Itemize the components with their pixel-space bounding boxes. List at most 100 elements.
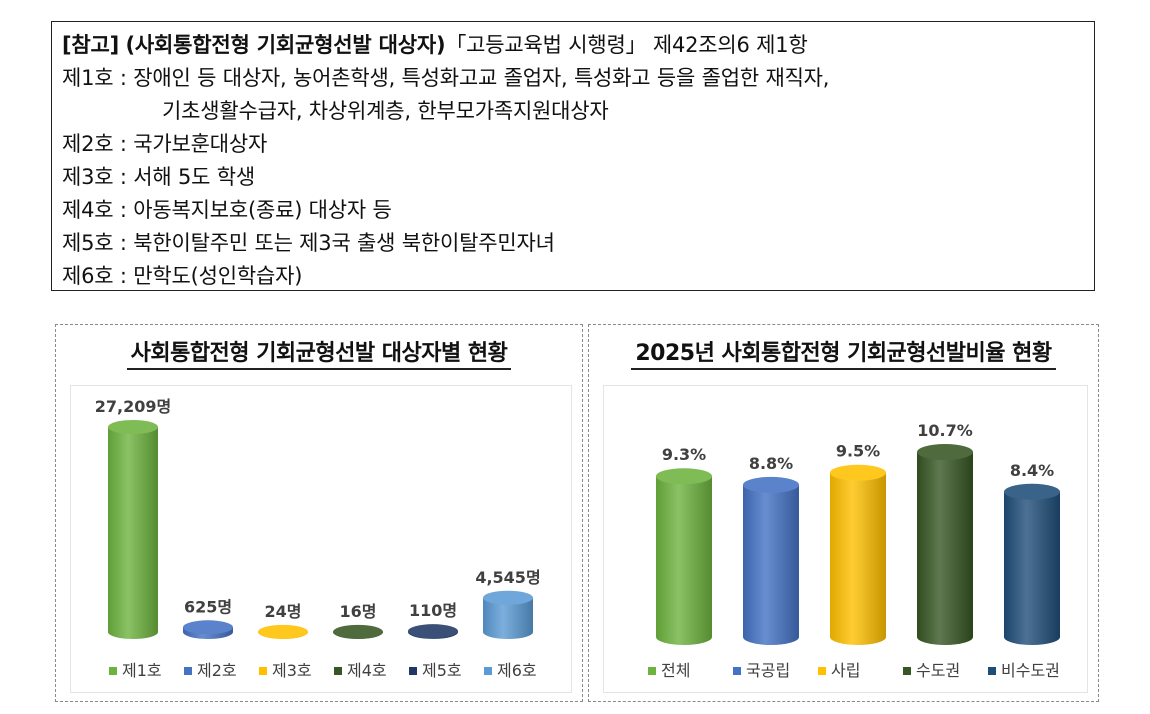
item-label: 제6호 (62, 264, 114, 288)
item-label: 제4호 (62, 198, 114, 222)
item-text: 만학도(성인학습자) (133, 264, 303, 288)
legend-swatch (334, 667, 342, 675)
bar-top (183, 620, 233, 635)
legend-label: 전체 (661, 661, 690, 680)
data-label: 24명 (265, 602, 302, 621)
legend-swatch (818, 667, 826, 675)
bracket-label: [참고] (62, 33, 120, 57)
bar-top (483, 590, 533, 605)
bar-top (917, 444, 973, 460)
item-label: 제2호 (62, 132, 114, 156)
reference-item-continuation: 기초생활수급자, 차상위계층, 한부모가족지원대상자 (62, 95, 1094, 128)
bar-제5호 (408, 624, 458, 639)
bar-제3호 (258, 624, 308, 639)
bar-제6호 (483, 590, 533, 639)
bar-body (656, 476, 712, 645)
data-label: 9.5% (836, 442, 880, 461)
legend: 전체 국공립 사립 수도권 비수도권 (648, 661, 1060, 680)
bar-제2호 (183, 620, 233, 639)
reference-box: [참고] (사회통합전형 기회균형선발 대상자)「고등교육법 시행령」 제42조… (51, 21, 1095, 291)
reference-title: (사회통합전형 기회균형선발 대상자) (125, 33, 446, 57)
data-label: 110명 (409, 601, 457, 620)
bar-top (1004, 483, 1060, 500)
data-label: 16명 (340, 602, 377, 621)
reference-item: 제1호 : 장애인 등 대상자, 농어촌학생, 특성화고교 졸업자, 특성화고 … (62, 62, 1094, 95)
reference-item: 제4호 : 아동복지보호(종료) 대상자 등 (62, 194, 1094, 227)
item-text: 국가보훈대상자 (133, 132, 268, 156)
legend-swatch (484, 667, 492, 675)
item-separator: : (119, 165, 127, 189)
legend-label: 국공립 (746, 661, 790, 680)
bar-top (830, 464, 886, 481)
bar-body (743, 484, 799, 645)
item-separator: : (119, 132, 127, 156)
bar-비수도권 (1004, 483, 1060, 645)
legend-swatch (259, 667, 267, 675)
legend: 제1호 제2호 제3호 제4호 제5호 제6호 (109, 661, 537, 680)
bar-top (333, 624, 383, 639)
data-label: 625명 (184, 597, 232, 616)
item-text-cont: 기초생활수급자, 차상위계층, 한부모가족지원대상자 (162, 99, 609, 123)
chart-area: 9.3% 8.8% 9.5% 10.7% 8.4% 전체 국공립 사립 수도권 비수도권 (603, 385, 1088, 693)
reference-heading: [참고] (사회통합전형 기회균형선발 대상자)「고등교육법 시행령」 제42조… (62, 29, 1094, 62)
legend-swatch (648, 667, 656, 675)
legend-label: 제3호 (272, 661, 312, 680)
legend-label: 제2호 (197, 661, 237, 680)
data-label: 10.7% (917, 421, 973, 440)
bar-사립 (830, 464, 886, 645)
item-separator: : (119, 264, 127, 288)
bar-전체 (656, 468, 712, 645)
reference-item: 제5호 : 북한이탈주민 또는 제3국 출생 북한이탈주민자녀 (62, 227, 1094, 260)
bar-body (1004, 491, 1060, 645)
data-label: 9.3% (662, 445, 706, 464)
item-separator: : (119, 198, 127, 222)
chart-title: 2025년 사회통합전형 기회균형선발비율 현황 (589, 335, 1098, 370)
data-label: 4,545명 (475, 568, 540, 587)
chart-panel-applicants: 사회통합전형 기회균형선발 대상자별 현황 27,209명 625명 24명 16명 1… (55, 324, 583, 702)
legend-label: 사립 (831, 661, 860, 680)
chart-area: 27,209명 625명 24명 16명 110명 4,545명 제1호 제2호 제3호 제4호 제… (70, 385, 572, 693)
bar-body (108, 427, 158, 639)
law-reference: 「고등교육법 시행령」 제42조의6 제1항 (445, 33, 808, 57)
legend-swatch (733, 667, 741, 675)
legend-label: 제1호 (122, 661, 162, 680)
reference-item: 제6호 : 만학도(성인학습자) (62, 260, 1094, 293)
bar-body (830, 472, 886, 645)
legend-swatch (903, 667, 911, 675)
legend-label: 제4호 (347, 661, 387, 680)
bar-수도권 (917, 444, 973, 645)
item-separator: : (119, 66, 127, 90)
item-text: 서해 5도 학생 (133, 165, 255, 189)
legend-label: 수도권 (916, 661, 960, 680)
bar-top (743, 476, 799, 493)
item-text: 북한이탈주민 또는 제3국 출생 북한이탈주민자녀 (133, 231, 555, 255)
item-label: 제5호 (62, 231, 114, 255)
item-label: 제1호 (62, 66, 114, 90)
legend-swatch (109, 667, 117, 675)
chart-title: 사회통합전형 기회균형선발 대상자별 현황 (56, 335, 582, 370)
bar-제1호 (108, 420, 158, 639)
bar-top (108, 420, 158, 434)
legend-label: 제6호 (497, 661, 537, 680)
legend-swatch (184, 667, 192, 675)
item-text: 장애인 등 대상자, 농어촌학생, 특성화고교 졸업자, 특성화고 등을 졸업한… (133, 66, 830, 90)
bar-top (408, 624, 458, 639)
bar-body (483, 597, 533, 639)
data-label: 8.8% (749, 454, 793, 473)
bar-top (258, 624, 308, 639)
item-text: 아동복지보호(종료) 대상자 등 (133, 198, 392, 222)
data-label: 27,209명 (95, 397, 171, 416)
ratio-bar-chart: 9.3% 8.8% 9.5% 10.7% 8.4% 전체 국공립 사립 수도권 비수도권 (648, 421, 1060, 680)
chart-panel-ratio: 2025년 사회통합전형 기회균형선발비율 현황 9.3% 8.8% 9.5% 10.… (588, 324, 1099, 702)
legend-label: 제5호 (422, 661, 462, 680)
bar-제4호 (333, 624, 383, 639)
data-label: 8.4% (1010, 461, 1054, 480)
item-separator: : (119, 231, 127, 255)
bar-top (656, 468, 712, 485)
item-label: 제3호 (62, 165, 114, 189)
legend-swatch (988, 667, 996, 675)
bar-국공립 (743, 476, 799, 645)
reference-item: 제3호 : 서해 5도 학생 (62, 161, 1094, 194)
reference-item: 제2호 : 국가보훈대상자 (62, 128, 1094, 161)
